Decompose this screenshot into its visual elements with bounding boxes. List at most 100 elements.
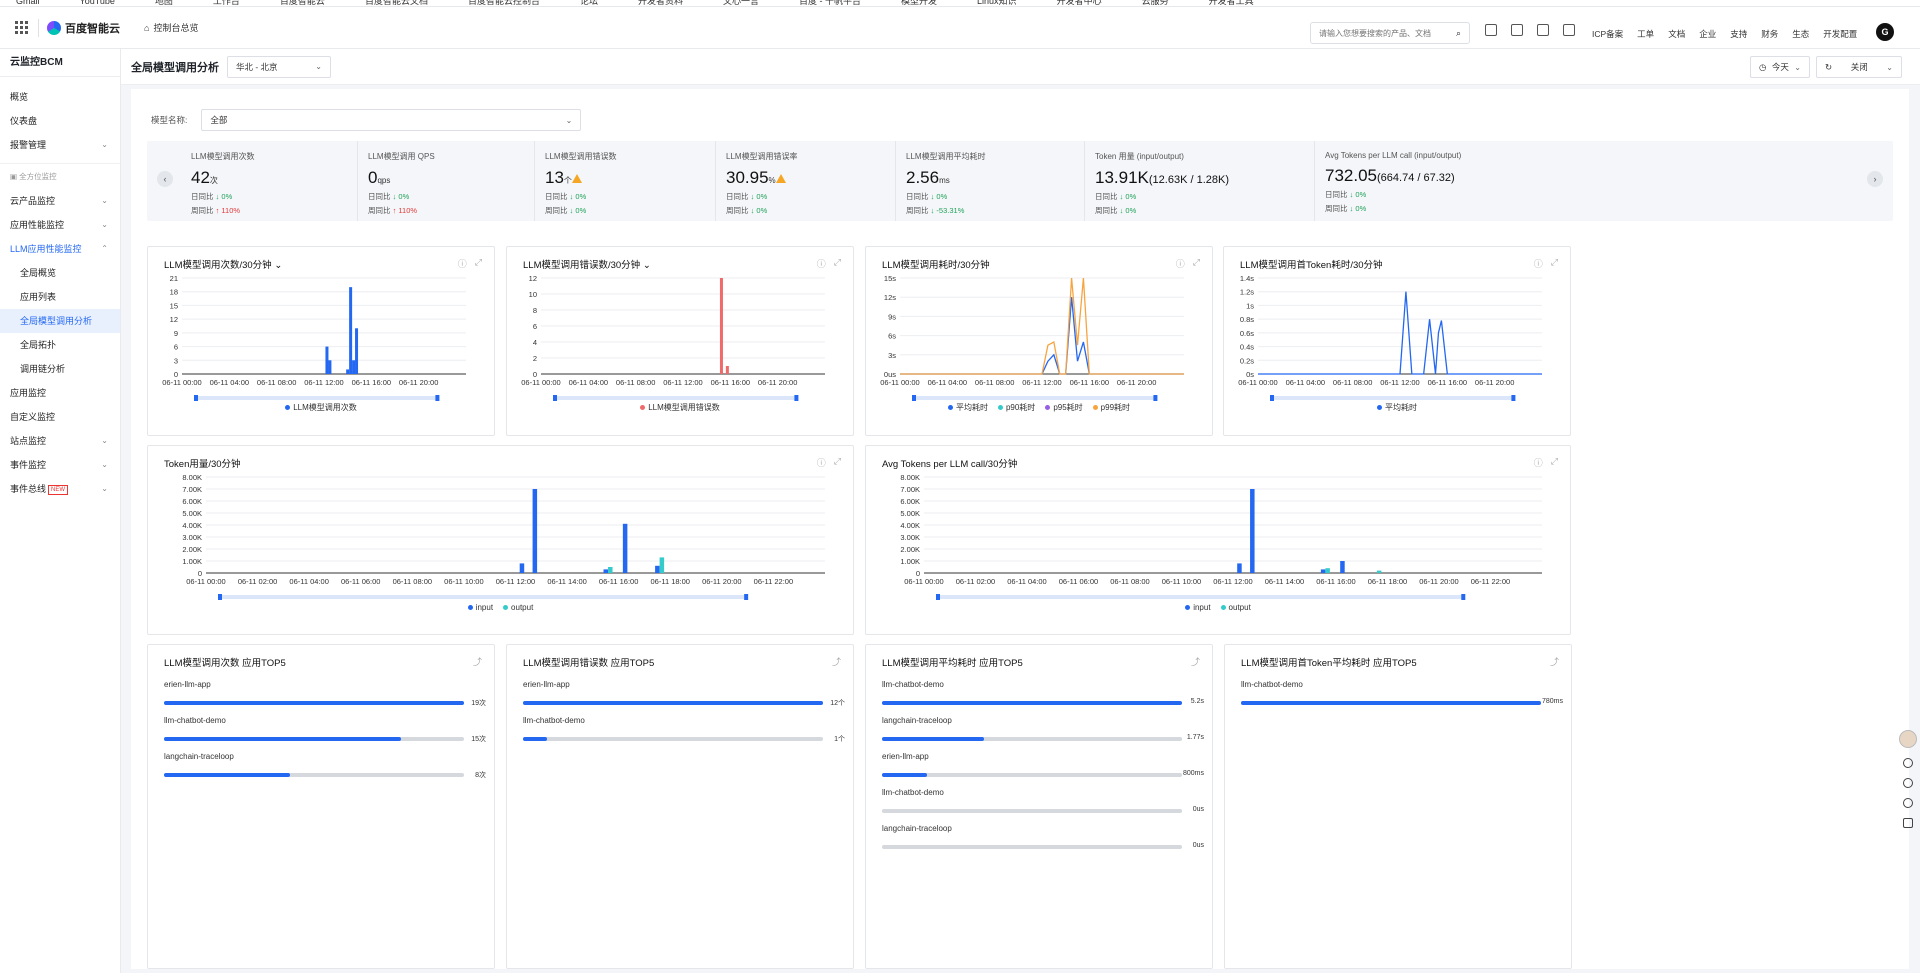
legend-item[interactable]: p95耗时 — [1045, 402, 1083, 413]
zoom-handle-right[interactable] — [794, 395, 799, 401]
bookmark-item[interactable]: Gmail — [16, 0, 40, 6]
sidebar-item[interactable]: 自定义监控 — [0, 405, 120, 429]
sidebar-item[interactable]: 全局拓扑 — [0, 333, 120, 357]
legend-item[interactable]: 平均耗时 — [1377, 402, 1417, 413]
expand-icon[interactable]: ⤢ — [474, 257, 482, 267]
baidu-cloud-logo[interactable]: 百度智能云 — [47, 20, 120, 36]
trend-chart-icon[interactable]: ⤴ — [1190, 657, 1200, 667]
header-nav-item[interactable]: 文档 — [1668, 29, 1686, 39]
bookmark-item[interactable]: 模型开发 — [901, 0, 938, 6]
header-nav-item[interactable]: 财务 — [1761, 29, 1779, 39]
header-nav-item[interactable]: 支持 — [1730, 29, 1748, 39]
sidebar-item[interactable]: 应用列表 — [0, 285, 120, 309]
trend-chart-icon[interactable]: ⤴ — [831, 657, 841, 667]
zoom-slider-track[interactable] — [555, 396, 797, 400]
apps-grid-icon[interactable] — [12, 19, 30, 37]
bookmark-item[interactable]: 云服务 — [1141, 0, 1169, 6]
sidebar-item[interactable]: 站点监控 ⌄ — [0, 429, 120, 453]
legend-item[interactable]: 平均耗时 — [947, 402, 988, 413]
phone-icon[interactable] — [1903, 798, 1913, 808]
zoom-slider-track[interactable] — [938, 595, 1464, 599]
legend-item[interactable]: output — [1220, 603, 1251, 612]
info-icon[interactable]: ⓘ — [1533, 458, 1543, 468]
header-nav-item[interactable]: 企业 — [1699, 29, 1717, 39]
auto-refresh-select[interactable]: ↻ 关闭 ⌄ — [1816, 56, 1902, 78]
bookmark-item[interactable]: 百度智能云文档 — [364, 0, 428, 6]
console-home-link[interactable]: ⌂ 控制台总览 — [144, 21, 198, 34]
info-icon[interactable]: ⓘ — [1533, 259, 1543, 269]
header-nav-item[interactable]: 开发配置 — [1823, 29, 1858, 39]
sidebar-item[interactable]: 全局概览 — [0, 261, 120, 285]
heart-icon[interactable] — [1903, 758, 1913, 768]
legend-item[interactable]: p99耗时 — [1092, 402, 1130, 413]
zoom-slider-track[interactable] — [1272, 396, 1514, 400]
bookmark-item[interactable]: 百度智能云 — [279, 0, 325, 6]
help-icon[interactable] — [1903, 778, 1913, 788]
expand-icon[interactable]: ⤢ — [1192, 257, 1200, 267]
time-range-select[interactable]: ◷ 今天 ⌄ — [1750, 56, 1810, 78]
bookmark-item[interactable]: 开发者中心 — [1056, 0, 1102, 6]
document-icon[interactable] — [1563, 24, 1575, 36]
zoom-handle-left[interactable] — [218, 594, 222, 600]
expand-icon[interactable]: ⤢ — [833, 257, 841, 267]
legend-item[interactable]: p90耗时 — [997, 402, 1035, 413]
zoom-handle-left[interactable] — [553, 395, 557, 401]
cart-icon[interactable] — [1537, 24, 1549, 36]
legend-item[interactable]: input — [1185, 603, 1211, 612]
zoom-handle-right[interactable] — [1461, 594, 1466, 600]
zoom-handle-right[interactable] — [1153, 395, 1158, 401]
sidebar-item[interactable]: LLM应用性能监控 ⌃ — [0, 237, 120, 261]
trend-chart-icon[interactable]: ⤴ — [1549, 657, 1559, 667]
kpi-next-button[interactable]: › — [1867, 171, 1883, 187]
zoom-slider-track[interactable] — [914, 396, 1156, 400]
sidebar-item[interactable]: 应用监控 — [0, 381, 120, 405]
sidebar-item[interactable]: 调用链分析 — [0, 357, 120, 381]
bookmark-item[interactable]: 文心一言 — [723, 0, 760, 6]
bookmark-item[interactable]: 地图 — [154, 0, 173, 6]
user-avatar[interactable]: G — [1876, 23, 1894, 41]
search-input[interactable] — [1319, 28, 1449, 38]
kpi-prev-button[interactable]: ‹ — [157, 171, 173, 187]
zoom-handle-left[interactable] — [912, 395, 916, 401]
model-select[interactable]: 全部 ⌄ — [201, 109, 582, 131]
info-icon[interactable]: ⓘ — [457, 259, 467, 269]
bookmark-item[interactable]: 开发者资料 — [637, 0, 683, 6]
expand-icon[interactable]: ⤢ — [833, 456, 841, 466]
bookmark-item[interactable]: 百度智能云控制台 — [467, 0, 540, 6]
bookmark-item[interactable]: 开发者工具 — [1208, 0, 1254, 6]
apps-icon[interactable] — [1903, 818, 1913, 828]
chevron-down-icon[interactable]: ⌄ — [640, 260, 651, 271]
info-icon[interactable]: ⓘ — [816, 259, 826, 269]
expand-icon[interactable]: ⤢ — [1550, 257, 1558, 267]
zoom-handle-right[interactable] — [744, 594, 749, 600]
bookmark-item[interactable]: 百度 - 千帆平台 — [799, 0, 862, 6]
legend-item[interactable]: output — [503, 603, 533, 612]
info-icon[interactable]: ⓘ — [816, 458, 826, 468]
zoom-slider-track[interactable] — [220, 595, 747, 599]
bookmark-item[interactable]: 论坛 — [579, 0, 598, 6]
sidebar-item[interactable]: 全局模型调用分析 — [0, 309, 120, 333]
message-icon[interactable] — [1511, 24, 1523, 36]
legend-item[interactable]: LLM模型调用错误数 — [640, 402, 720, 413]
bookmark-item[interactable]: YouTube — [79, 0, 115, 6]
header-nav-item[interactable]: 生态 — [1792, 29, 1810, 39]
qrcode-icon[interactable] — [1485, 24, 1497, 36]
zoom-handle-left[interactable] — [1270, 395, 1274, 401]
zoom-handle-left[interactable] — [194, 395, 198, 401]
legend-item[interactable]: input — [467, 603, 493, 612]
header-nav-item[interactable]: 工单 — [1637, 29, 1655, 39]
bookmark-item[interactable]: Linux知识 — [977, 0, 1017, 6]
trend-chart-icon[interactable]: ⤴ — [472, 657, 482, 667]
bookmark-item[interactable]: 工作台 — [212, 0, 240, 6]
sidebar-item[interactable]: 应用性能监控 ⌄ — [0, 213, 120, 237]
legend-item[interactable]: LLM模型调用次数 — [285, 402, 357, 413]
region-select[interactable]: 华北 - 北京 ⌄ — [227, 55, 331, 78]
sidebar-item[interactable]: 概览 — [0, 85, 120, 109]
chevron-down-icon[interactable]: ⌄ — [271, 260, 283, 271]
sidebar-item[interactable]: 事件总线 NEW ⌄ — [0, 477, 120, 501]
sidebar-item[interactable]: 仪表盘 — [0, 109, 120, 133]
zoom-handle-right[interactable] — [435, 395, 440, 401]
info-icon[interactable]: ⓘ — [1175, 259, 1185, 269]
global-search[interactable]: ⌕ — [1310, 22, 1470, 44]
header-nav-item[interactable]: ICP备案 — [1592, 29, 1624, 39]
